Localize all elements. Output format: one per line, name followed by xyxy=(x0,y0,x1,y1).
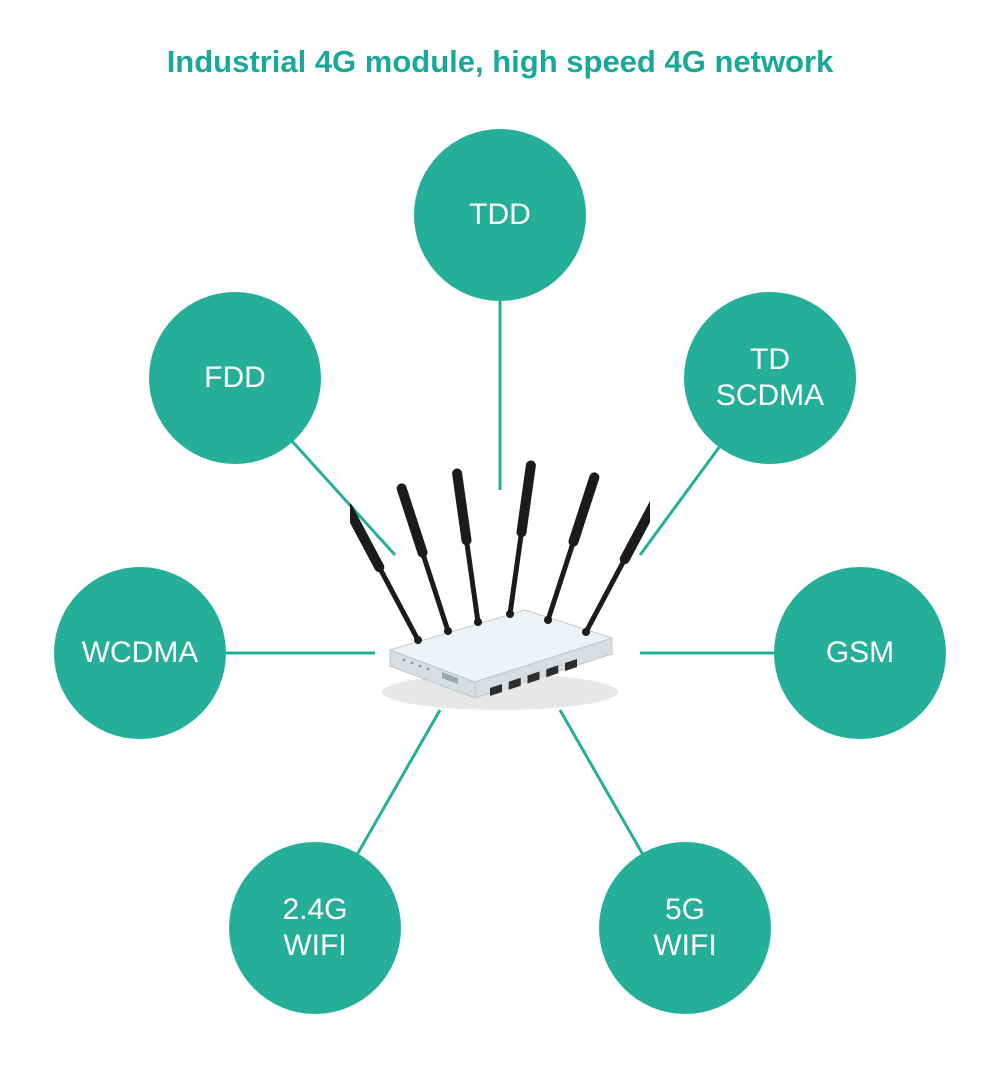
node-wcdma: WCDMA xyxy=(54,567,226,739)
diagram-stage: Industrial 4G module, high speed 4G netw… xyxy=(0,0,1000,1089)
router-icon xyxy=(350,440,650,720)
node-gsm: GSM xyxy=(774,567,946,739)
node-tdscdma: TD SCDMA xyxy=(684,292,856,464)
node-fdd: FDD xyxy=(149,292,321,464)
page-title: Industrial 4G module, high speed 4G netw… xyxy=(0,44,1000,80)
node-wifi24: 2.4G WIFI xyxy=(229,842,401,1014)
node-wifi5: 5G WIFI xyxy=(599,842,771,1014)
node-tdd: TDD xyxy=(414,129,586,301)
